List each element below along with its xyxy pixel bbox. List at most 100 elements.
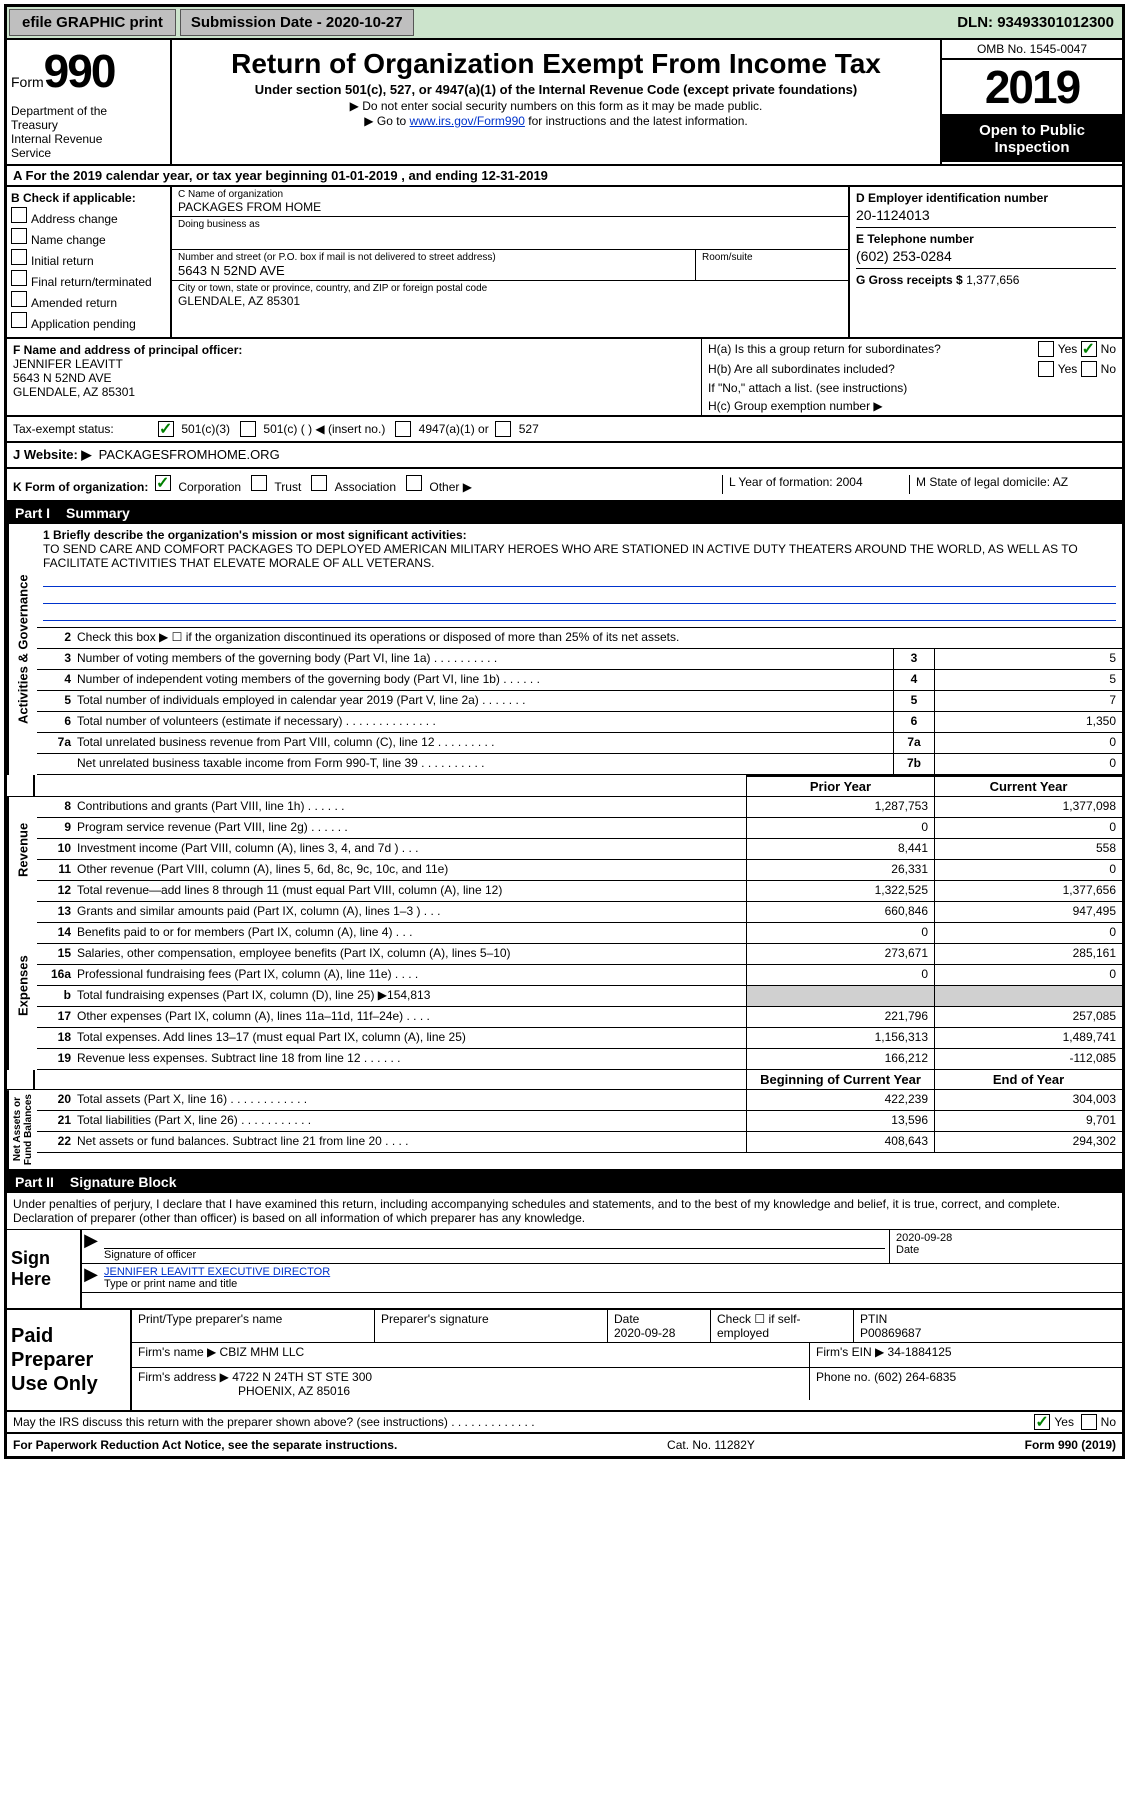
hb-label: H(b) Are all subordinates included? [708,362,1038,376]
end-year-header: End of Year [934,1070,1122,1089]
subtitle-2: ▶ Do not enter social security numbers o… [176,99,936,113]
chk-initial-return[interactable]: Initial return [11,249,166,268]
subtitle-1: Under section 501(c), 527, or 4947(a)(1)… [176,82,936,97]
part-1-title: Summary [66,505,130,521]
sig-officer-label: Signature of officer [104,1249,196,1261]
chk-name-change[interactable]: Name change [11,228,166,247]
blank-line [43,572,1116,587]
arrow-icon: ▶ [82,1230,100,1263]
declaration: Under penalties of perjury, I declare th… [7,1193,1122,1230]
chk-amended[interactable]: Amended return [11,291,166,310]
chk-other[interactable] [406,475,422,491]
summary-line: 18Total expenses. Add lines 13–17 (must … [37,1028,1122,1049]
part-2-title: Signature Block [70,1174,177,1190]
summary-line: 3Number of voting members of the governi… [37,649,1122,670]
officer-h-block: F Name and address of principal officer:… [7,339,1122,417]
form-header: Form990 Department of theTreasuryInterna… [7,40,1122,166]
summary-line: 20Total assets (Part X, line 16) . . . .… [37,1090,1122,1111]
paperwork-notice: For Paperwork Reduction Act Notice, see … [13,1438,397,1452]
chk-4947[interactable] [395,421,411,437]
ha-label: H(a) Is this a group return for subordin… [708,342,1038,356]
blank-line [43,606,1116,621]
chk-app-pending[interactable]: Application pending [11,312,166,331]
arrow-icon: ▶ [82,1264,100,1292]
hb-yes[interactable] [1038,361,1054,377]
phone: (602) 264-6835 [874,1370,956,1384]
vlabel-activities: Activities & Governance [7,524,37,775]
name-title-label: Type or print name and title [104,1278,237,1290]
chk-trust[interactable] [251,475,267,491]
ha-no[interactable] [1081,341,1097,357]
summary-line: 6Total number of volunteers (estimate if… [37,712,1122,733]
mission-text: TO SEND CARE AND COMFORT PACKAGES TO DEP… [43,542,1078,570]
summary-line: 9Program service revenue (Part VIII, lin… [37,818,1122,839]
discuss-no[interactable] [1081,1414,1097,1430]
l-year: L Year of formation: 2004 [722,475,909,494]
preparer-block: Paid Preparer Use Only Print/Type prepar… [7,1310,1122,1412]
vlabel-net-assets: Net Assets orFund Balances [7,1090,37,1169]
f-label: F Name and address of principal officer: [13,343,242,357]
mission-block: 1 Briefly describe the organization's mi… [37,524,1122,628]
chk-corp[interactable] [155,475,171,491]
officer-addr2: GLENDALE, AZ 85301 [13,385,135,399]
website-value: PACKAGESFROMHOME.ORG [99,447,280,462]
efile-print-button[interactable]: efile GRAPHIC print [9,9,176,36]
activities-section: Activities & Governance 1 Briefly descri… [7,524,1122,775]
form-990-page: efile GRAPHIC print Submission Date - 20… [4,4,1125,1459]
form-number-block: Form990 Department of theTreasuryInterna… [7,40,172,164]
col-d-ein: D Employer identification number 20-1124… [848,187,1122,337]
f-officer: F Name and address of principal officer:… [7,339,701,415]
website-label: J Website: ▶ [13,447,91,462]
firm-addr-label: Firm's address ▶ [138,1370,229,1384]
org-name-label: C Name of organization [178,189,842,200]
discuss-row: May the IRS discuss this return with the… [7,1412,1122,1434]
ha-yes[interactable] [1038,341,1054,357]
cat-no: Cat. No. 11282Y [397,1438,1024,1452]
title-block: Return of Organization Exempt From Incom… [172,40,940,164]
chk-address-change[interactable]: Address change [11,207,166,226]
prep-date-hdr: Date2020-09-28 [608,1310,711,1342]
instructions-link[interactable]: www.irs.gov/Form990 [410,114,525,128]
form-page: Form 990 (2019) [1025,1438,1116,1452]
summary-line: 22Net assets or fund balances. Subtract … [37,1132,1122,1153]
submission-date: Submission Date - 2020-10-27 [180,9,414,36]
summary-line: 19Revenue less expenses. Subtract line 1… [37,1049,1122,1070]
sig-date: 2020-09-28 [896,1232,952,1244]
hb-no[interactable] [1081,361,1097,377]
firm-name: CBIZ MHM LLC [220,1345,305,1359]
m-state: M State of legal domicile: AZ [909,475,1116,494]
expenses-section: Expenses 13Grants and similar amounts pa… [7,902,1122,1070]
begin-year-header: Beginning of Current Year [746,1070,934,1089]
officer-name-link[interactable]: JENNIFER LEAVITT EXECUTIVE DIRECTOR [104,1266,330,1278]
part-1-num: Part I [15,505,58,521]
open-public-badge: Open to Public Inspection [942,116,1122,162]
officer-addr1: 5643 N 52ND AVE [13,371,112,385]
part-2-header: Part II Signature Block [7,1171,1122,1193]
dba-label: Doing business as [178,219,842,230]
discuss-yes[interactable] [1034,1414,1050,1430]
tel-label: E Telephone number [856,232,1116,246]
chk-final-return[interactable]: Final return/terminated [11,270,166,289]
part-1-header: Part I Summary [7,502,1122,524]
k-row: K Form of organization: Corporation Trus… [7,469,1122,502]
chk-527[interactable] [495,421,511,437]
revenue-section: Revenue 8Contributions and grants (Part … [7,797,1122,902]
k-label: K Form of organization: [13,480,148,494]
chk-assoc[interactable] [311,475,327,491]
tax-status-row: Tax-exempt status: 501(c)(3) 501(c) ( ) … [7,417,1122,443]
summary-line: 15Salaries, other compensation, employee… [37,944,1122,965]
department: Department of theTreasuryInternal Revenu… [11,104,166,160]
summary-line: 12Total revenue—add lines 8 through 11 (… [37,881,1122,902]
summary-line: Net unrelated business taxable income fr… [37,754,1122,775]
city-label: City or town, state or province, country… [178,283,842,294]
discuss-text: May the IRS discuss this return with the… [13,1415,1034,1429]
website-row: J Website: ▶ PACKAGESFROMHOME.ORG [7,443,1122,469]
blank-line [43,589,1116,604]
mission-label: 1 Briefly describe the organization's mi… [43,528,467,542]
col-c-org-info: C Name of organization PACKAGES FROM HOM… [172,187,848,337]
chk-501c[interactable] [240,421,256,437]
preparer-label: Paid Preparer Use Only [7,1310,132,1410]
line-2: 2 Check this box ▶ ☐ if the organization… [37,628,1122,649]
chk-501c3[interactable] [158,421,174,437]
ein-label: D Employer identification number [856,191,1116,205]
